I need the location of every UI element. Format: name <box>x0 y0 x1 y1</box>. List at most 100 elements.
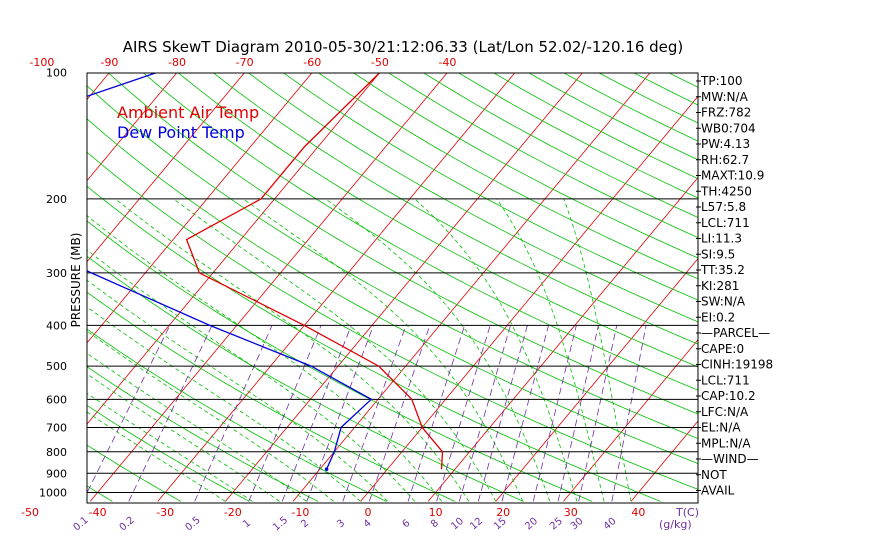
index-entry: RH:62.7 <box>701 153 749 167</box>
moist-adiabat-line <box>87 411 226 502</box>
mixing-ratio-line <box>501 325 549 502</box>
mixing-ratio-line <box>248 325 322 502</box>
index-entry: MPL:N/A <box>701 436 751 450</box>
index-entry: TT:35.2 <box>700 263 745 277</box>
mixing-ratio-line <box>407 325 465 502</box>
index-entry: SI:9.5 <box>701 247 735 261</box>
isotherm-line <box>766 53 870 501</box>
bottom-temp-tick-label: -10 <box>291 506 309 519</box>
isotherm-line <box>360 95 698 502</box>
plot-frame <box>86 72 699 504</box>
mixing-ratio-tick-label: 12 <box>468 516 485 533</box>
moist-adiabat-line <box>87 373 280 502</box>
dry-adiabat-line <box>87 151 698 490</box>
dry-adiabat-line <box>493 73 698 180</box>
index-entry: —WIND— <box>701 452 759 466</box>
index-entry: TH:4250 <box>700 184 752 198</box>
dry-adiabat-line <box>87 291 456 502</box>
moist-adiabat-line <box>87 279 388 502</box>
index-entry: FRZ:782 <box>701 106 751 120</box>
bottom-temp-tick-labels: -50 -40 -30 -20 -10 0 10 20 30 40 <box>21 506 645 519</box>
index-entry: SW:N/A <box>701 295 746 309</box>
mixing-ratio-line <box>194 325 273 502</box>
top-temp-tick-label: -50 <box>371 56 389 69</box>
isotherm-line <box>225 73 583 502</box>
moist-adiabat-line <box>87 392 253 502</box>
dry-adiabat-line <box>87 118 698 465</box>
mixing-ratio-tick-label: 1 <box>241 518 253 531</box>
pressure-tick-label: 600 <box>46 393 67 406</box>
bottom-temp-tick-label: -50 <box>21 506 39 519</box>
bottom-temp-tick-label: 30 <box>564 506 578 519</box>
index-entry: EL:N/A <box>701 421 741 435</box>
top-temp-tick-label: -80 <box>168 56 186 69</box>
dry-adiabat-line <box>87 404 250 502</box>
index-entry: L57:5.8 <box>701 200 746 214</box>
dry-adiabat-line <box>177 73 698 368</box>
bottom-temp-tick-label: 0 <box>365 506 372 519</box>
moist-adiabat-line <box>87 306 361 502</box>
mixing-ratio-line <box>458 325 511 502</box>
mixing-ratio-line <box>578 325 618 502</box>
index-entry: LI:11.3 <box>701 232 742 246</box>
dry-adiabat-line <box>87 366 319 502</box>
mixing-ratio-tick-label: 2 <box>299 518 311 531</box>
index-entry: —PARCEL— <box>701 326 770 340</box>
mixing-ratio-tick-labels: 0.1 0.2 0.5 1 1.5 2 3 4 6 8 10 12 15 20 25 30 40 <box>71 515 618 534</box>
pressure-tick-label: 1000 <box>39 487 67 500</box>
dry-adiabat-line <box>318 73 698 280</box>
mixing-ratio-tick-label: 3 <box>335 518 347 531</box>
bottom-temp-tick-label: 20 <box>496 506 510 519</box>
mixing-ratio-tick-label: 25 <box>548 516 565 533</box>
index-entry: LFC:N/A <box>701 405 749 419</box>
index-entry: TP:100 <box>700 74 743 88</box>
isotherm-line <box>157 73 516 502</box>
top-temp-tick-label: -70 <box>236 56 254 69</box>
moist-adiabat-line <box>115 198 470 502</box>
dew-point-temp-line <box>87 73 373 470</box>
legend-dew-point-temp: Dew Point Temp <box>117 123 245 142</box>
mixing-ratio-tick-label: 1.5 <box>271 515 290 534</box>
pressure-tick-label: 100 <box>46 67 67 80</box>
moist-adiabat-line <box>496 198 605 502</box>
dry-adiabat-line <box>87 220 593 502</box>
dry-adiabat-line <box>353 73 698 259</box>
pressure-tick-label: 800 <box>46 446 67 459</box>
moist-adiabat-line <box>173 198 497 502</box>
moist-adiabat-line <box>87 249 415 502</box>
isotherm-line <box>563 339 698 502</box>
dry-adiabat-line <box>458 73 698 199</box>
index-entry: EI:0.2 <box>701 310 735 324</box>
top-temp-tick-labels: -120-110-100-90-80-70-60-50-40 <box>29 56 456 69</box>
mixing-ratio-line <box>477 325 528 502</box>
series-layer <box>87 73 444 471</box>
mixing-ratio-tick-label: 0.5 <box>183 515 202 534</box>
pressure-tick-label: 400 <box>46 319 67 332</box>
mixing-ratio-line <box>557 325 599 502</box>
isotherm-line <box>87 73 178 182</box>
isotherm-line <box>87 73 313 344</box>
isotherm-line <box>630 420 698 502</box>
dry-adiabat-line <box>423 73 698 218</box>
moist-adiabat-line <box>414 198 578 502</box>
mixing-ratio-tick-label: 10 <box>449 516 466 533</box>
legend: Ambient Air Temp Dew Point Temp <box>117 103 259 142</box>
mixing-ratio-tick-label: 8 <box>429 518 441 531</box>
isotherm-line <box>87 73 245 263</box>
dry-adiabat-line <box>87 328 387 502</box>
index-entry: MW:N/A <box>701 90 749 104</box>
index-entry: KI:281 <box>701 279 739 293</box>
bottom-temp-tick-label: -40 <box>89 506 107 519</box>
dry-adiabat-line <box>283 73 698 301</box>
bottom-temp-tick-label: 40 <box>631 506 645 519</box>
ambient-air-temp-line <box>185 73 444 470</box>
mixing-ratio-tick-label: 6 <box>401 518 413 531</box>
index-entry: NOT <box>701 468 727 482</box>
dry-adiabat-line <box>107 73 698 415</box>
dry-adiabat-line <box>248 73 698 323</box>
x-axis-unit-label: T(C) <box>675 506 699 519</box>
index-entry: CAP:10.2 <box>701 389 756 403</box>
mixing-ratio-line <box>611 325 647 502</box>
dry-adiabat-line <box>87 444 182 502</box>
